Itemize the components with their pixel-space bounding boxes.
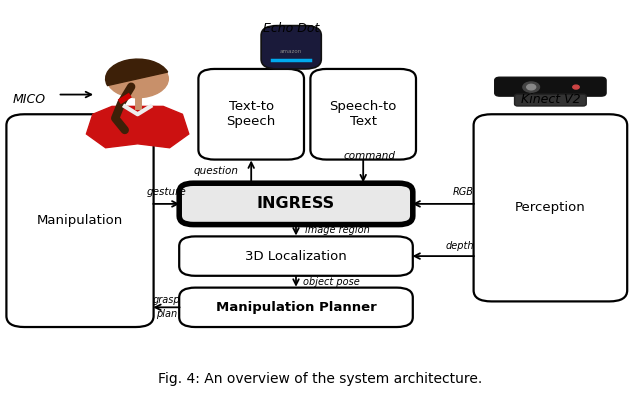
Text: question: question [193, 166, 239, 177]
Text: gesture: gesture [147, 187, 186, 197]
Text: grasp: grasp [152, 295, 180, 305]
Text: MICO: MICO [13, 93, 46, 106]
Text: object pose: object pose [303, 277, 360, 287]
Text: command: command [344, 151, 396, 161]
FancyBboxPatch shape [310, 69, 416, 160]
Text: Kinect V2: Kinect V2 [520, 93, 580, 106]
FancyBboxPatch shape [179, 183, 413, 225]
Text: 3D Localization: 3D Localization [245, 250, 347, 262]
Wedge shape [106, 59, 168, 85]
Text: image region: image region [305, 225, 370, 236]
Circle shape [527, 84, 536, 90]
FancyBboxPatch shape [261, 26, 321, 69]
Text: Perception: Perception [515, 201, 586, 214]
Text: Text-to
Speech: Text-to Speech [227, 100, 276, 128]
FancyBboxPatch shape [474, 114, 627, 301]
FancyBboxPatch shape [179, 288, 413, 327]
Text: RGB: RGB [452, 187, 474, 197]
Text: Fig. 4: An overview of the system architecture.: Fig. 4: An overview of the system archit… [158, 372, 482, 386]
FancyBboxPatch shape [179, 236, 413, 276]
Circle shape [523, 82, 540, 92]
FancyBboxPatch shape [495, 77, 606, 96]
Text: plan: plan [156, 309, 177, 320]
Circle shape [573, 85, 579, 89]
FancyBboxPatch shape [6, 114, 154, 327]
Circle shape [107, 60, 168, 98]
Text: amazon: amazon [280, 49, 302, 54]
Polygon shape [86, 106, 189, 148]
Text: INGRESS: INGRESS [257, 196, 335, 212]
Text: Speech-to
Text: Speech-to Text [330, 100, 397, 128]
Text: Manipulation: Manipulation [37, 214, 123, 227]
Text: depth: depth [445, 241, 474, 251]
Text: Manipulation Planner: Manipulation Planner [216, 301, 376, 314]
FancyBboxPatch shape [515, 94, 586, 106]
FancyBboxPatch shape [198, 69, 304, 160]
Text: Echo Dot: Echo Dot [263, 22, 319, 35]
